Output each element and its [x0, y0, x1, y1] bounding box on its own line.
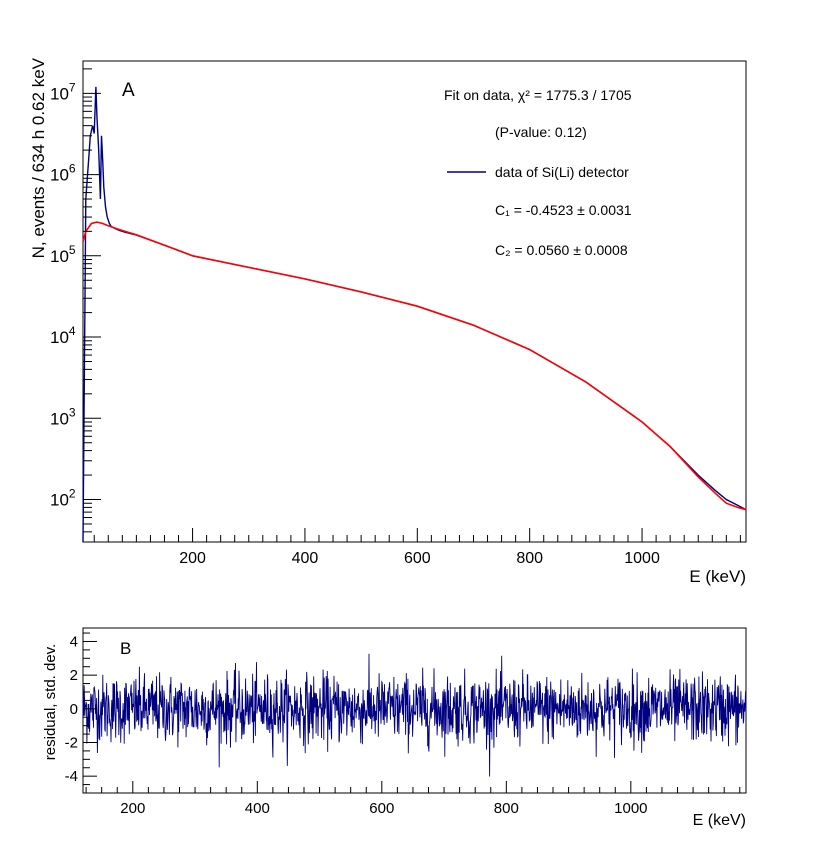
panel-a-frame: [82, 60, 747, 543]
panel-b: 200 400 600 800 1000 -4 -2 0 2 4 B E (keV) resid…: [42, 627, 747, 829]
panel-b-series: [82, 653, 747, 777]
panel-a-y-ticks: 102 103 104 105 106 107: [50, 68, 101, 543]
panel-b-x-axis-label: E (keV): [693, 812, 746, 829]
y-tick-label: 2: [70, 667, 78, 684]
fit-series-line: [82, 221, 747, 511]
y-tick-label: 107: [50, 80, 76, 103]
y-tick-label: -2: [65, 734, 78, 751]
panel-b-y-ticks: -4 -2 0 2 4: [65, 632, 97, 785]
panel-a-label: A: [122, 80, 135, 101]
x-tick-label: 1000: [614, 800, 647, 817]
residual-series-line: [82, 653, 747, 777]
panel-a-y-axis-label: N, events / 634 h 0.62 keV: [29, 57, 48, 258]
panel-b-label: B: [120, 639, 131, 658]
y-tick-label: 4: [70, 633, 78, 650]
panel-b-y-axis-label: residual, std. dev.: [42, 644, 59, 760]
panel-b-x-ticks: 200 400 600 800 1000: [85, 781, 741, 817]
y-tick-label: 103: [50, 405, 76, 428]
panel-a-x-axis-label: E (keV): [689, 567, 746, 586]
x-tick-label: 600: [369, 800, 394, 817]
x-tick-label: 600: [404, 550, 431, 567]
y-tick-label: 102: [50, 487, 76, 510]
x-tick-label: 400: [292, 550, 319, 567]
legend-p-value: (P-value: 0.12): [495, 124, 587, 140]
legend-c1: C₁ = -0.4523 ± 0.0031: [495, 202, 632, 218]
panel-a-x-ticks: 200 400 600 800 1000: [93, 528, 741, 567]
legend-fit-line: Fit on data, χ² = 1775.3 / 1705: [444, 87, 632, 103]
x-tick-label: 1000: [624, 550, 660, 567]
legend-c2: C₂ = 0.0560 ± 0.0008: [495, 242, 628, 258]
x-tick-label: 800: [494, 800, 519, 817]
panel-a-series: [82, 86, 747, 543]
x-tick-label: 200: [179, 550, 206, 567]
data-series-line: [82, 86, 747, 543]
x-tick-label: 400: [245, 800, 270, 817]
y-tick-label: 105: [50, 243, 76, 266]
y-tick-label: 106: [50, 162, 76, 185]
x-tick-label: 800: [516, 550, 543, 567]
x-tick-label: 200: [120, 800, 145, 817]
legend: Fit on data, χ² = 1775.3 / 1705 (P-value…: [444, 87, 632, 258]
legend-entry-label: data of Si(Li) detector: [495, 164, 629, 180]
y-tick-label: 0: [70, 701, 78, 718]
y-tick-label: 104: [50, 324, 76, 347]
y-tick-label: -4: [65, 768, 78, 785]
panel-a: 200 400 600 800 1000 102 103 104 105 106 107 A E …: [29, 57, 747, 586]
